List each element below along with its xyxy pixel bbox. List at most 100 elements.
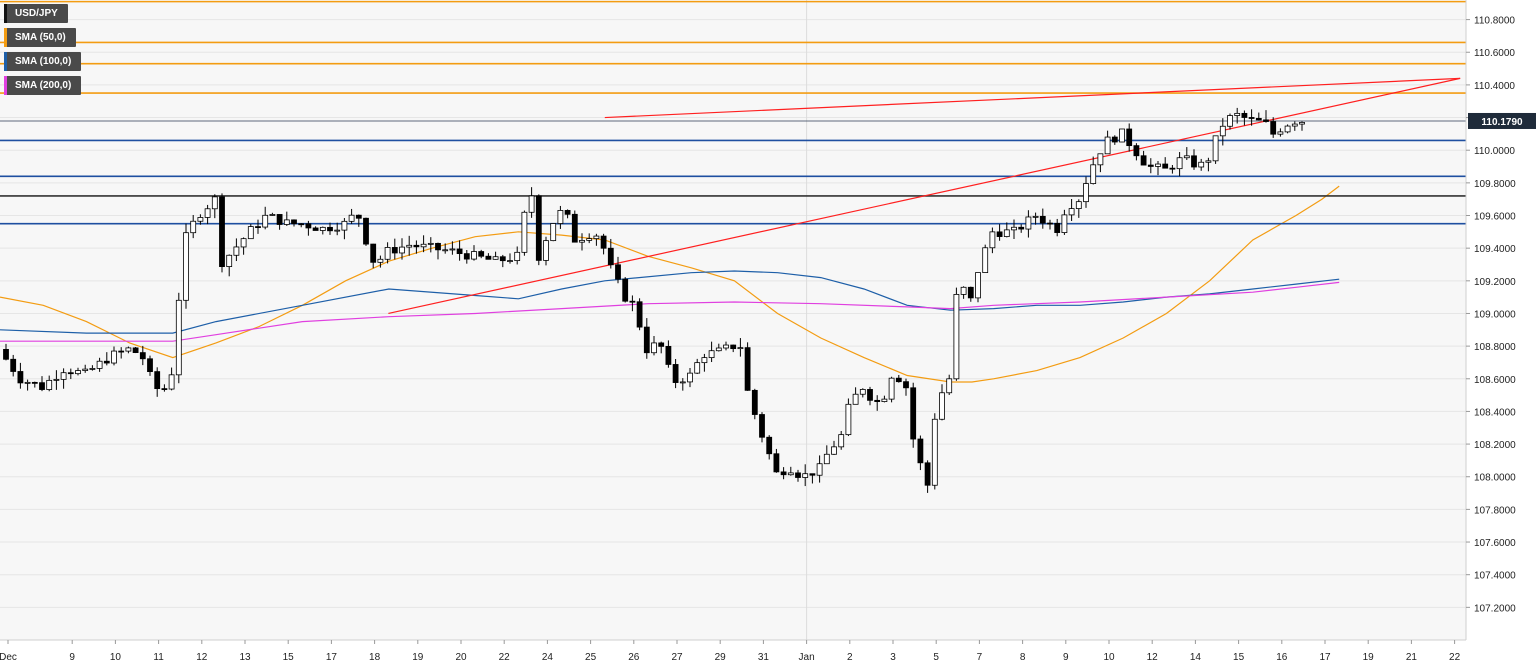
candle-up xyxy=(341,220,348,231)
candle-up xyxy=(550,223,557,242)
candle-down xyxy=(1191,155,1197,168)
candle-up xyxy=(442,249,449,252)
candle-up xyxy=(931,418,938,486)
candle-down xyxy=(615,264,621,280)
candle-down xyxy=(3,348,9,360)
candle-up xyxy=(1277,131,1284,135)
candle-up xyxy=(168,374,175,390)
candle-down xyxy=(298,223,305,226)
candle-down xyxy=(118,350,125,353)
candle-down xyxy=(219,196,225,267)
candle-up xyxy=(989,231,996,249)
x-tick-label: 20 xyxy=(455,652,467,663)
legend-label: USD/JPY xyxy=(15,8,58,19)
candle-up xyxy=(269,214,276,216)
x-tick-label: 26 xyxy=(628,652,640,663)
candle-up xyxy=(651,342,657,354)
candle-up xyxy=(60,372,67,380)
candle-down xyxy=(1039,215,1046,224)
candle-up xyxy=(1104,136,1111,155)
candle-up xyxy=(975,272,981,299)
candle-up xyxy=(723,344,729,349)
x-tick-label: 24 xyxy=(542,652,554,663)
price-tag-text: 110.1790 xyxy=(1481,117,1523,128)
last-price-tag: 110.1790 xyxy=(1468,112,1536,129)
candle-up xyxy=(514,251,521,261)
x-tick-label: 2 xyxy=(847,652,853,663)
candle-up xyxy=(521,211,528,253)
candle-up xyxy=(1183,155,1190,159)
x-tick-label: 19 xyxy=(1363,652,1375,663)
candle-up xyxy=(845,403,852,436)
legend-item-sma50[interactable]: SMA (50,0) xyxy=(4,28,76,47)
candle-down xyxy=(1111,136,1118,143)
candle-up xyxy=(507,260,513,262)
x-tick-label: 12 xyxy=(1147,652,1159,663)
candle-up xyxy=(1155,163,1161,167)
x-tick-label: 17 xyxy=(1319,652,1331,663)
candle-up xyxy=(240,238,247,248)
candle-up xyxy=(75,370,81,375)
candle-up xyxy=(694,362,701,374)
candle-down xyxy=(672,364,679,383)
candle-up xyxy=(427,242,434,245)
sma-line-500 xyxy=(0,185,1340,383)
y-tick-label: 109.8000 xyxy=(1474,179,1516,190)
candle-up xyxy=(204,208,211,218)
candle-up xyxy=(1227,115,1233,127)
candle-up xyxy=(53,378,60,381)
candle-up xyxy=(859,389,866,395)
candle-up xyxy=(1234,112,1241,116)
candle-up xyxy=(946,378,953,394)
candle-down xyxy=(535,195,542,261)
candle-up xyxy=(982,247,989,273)
candle-up xyxy=(283,219,290,225)
candle-up xyxy=(471,251,477,260)
legend-item-symbol[interactable]: USD/JPY xyxy=(4,4,68,23)
candle-up xyxy=(787,472,794,476)
candle-down xyxy=(730,344,737,350)
candle-up xyxy=(492,256,499,260)
candle-up xyxy=(737,347,744,350)
y-tick-label: 110.6000 xyxy=(1474,48,1515,59)
candle-down xyxy=(276,214,283,225)
candle-up xyxy=(449,248,456,251)
x-tick-label: 16 xyxy=(1276,652,1288,663)
candle-down xyxy=(485,255,492,260)
legend-item-sma100[interactable]: SMA (100,0) xyxy=(4,52,82,71)
candle-down xyxy=(161,388,168,391)
candle-up xyxy=(881,398,888,402)
legend-label: SMA (200,0) xyxy=(15,80,72,91)
y-tick-label: 108.4000 xyxy=(1474,407,1516,418)
candle-up xyxy=(406,244,413,248)
candle-down xyxy=(1162,163,1169,169)
candles xyxy=(3,107,1305,493)
candle-up xyxy=(679,381,686,384)
candle-down xyxy=(1255,117,1262,121)
candle-up xyxy=(111,350,117,364)
candle-up xyxy=(888,377,895,400)
candle-down xyxy=(1169,167,1176,170)
y-tick-label: 109.6000 xyxy=(1474,212,1516,223)
candle-up xyxy=(1299,121,1305,125)
candle-down xyxy=(255,226,261,228)
candle-up xyxy=(528,195,535,213)
legend: USD/JPY SMA (50,0) SMA (100,0) SMA (200,… xyxy=(4,4,82,100)
trendlines xyxy=(388,77,1461,315)
legend-swatch xyxy=(4,52,7,71)
x-tick-label: 10 xyxy=(110,652,122,663)
candle-down xyxy=(665,345,672,365)
candle-down xyxy=(463,253,470,260)
y-axis: 110.8000110.6000110.4000110.2000110.0000… xyxy=(1465,0,1516,640)
y-tick-label: 107.4000 xyxy=(1474,571,1516,582)
x-tick-label: 15 xyxy=(1233,652,1245,663)
candle-up xyxy=(226,254,233,267)
candle-up xyxy=(1032,215,1039,218)
candle-up xyxy=(247,226,254,240)
x-tick-label: 10 xyxy=(1103,652,1115,663)
candle-down xyxy=(867,389,873,401)
candle-up xyxy=(543,240,549,261)
legend-item-sma200[interactable]: SMA (200,0) xyxy=(4,76,82,95)
